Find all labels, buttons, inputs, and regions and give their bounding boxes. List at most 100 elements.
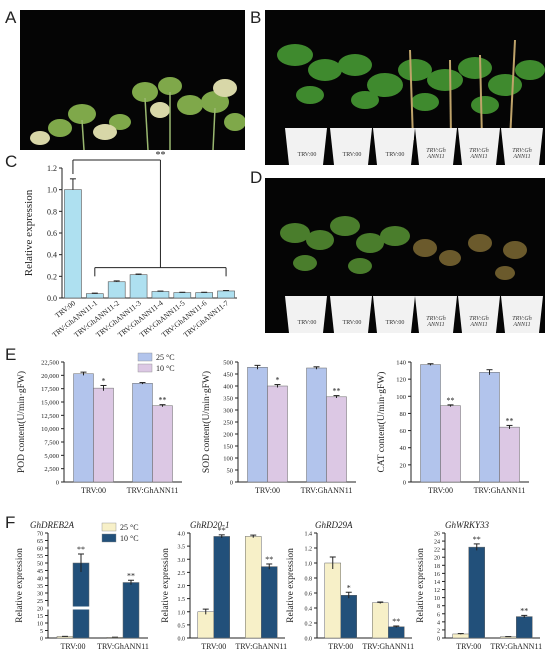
y-tick-label: 8 bbox=[437, 604, 440, 610]
bar bbox=[468, 546, 485, 639]
y-tick-label: 0.4 bbox=[47, 251, 57, 260]
chart-e-pod-content: 0 2,500 5,000 7,500 10,000 12,500 15,000 17,500… bbox=[16, 352, 182, 495]
chart-title: GhRD29A bbox=[315, 520, 353, 530]
x-tick-label: TRV:GhANN11 bbox=[490, 642, 542, 651]
y-tick-label: 15 bbox=[37, 614, 43, 620]
significance-mark: ** bbox=[155, 150, 165, 161]
y-tick-label: 40 bbox=[400, 445, 407, 452]
y-tick-label: 6 bbox=[437, 612, 440, 618]
y-axis-label: Relative expression bbox=[161, 548, 171, 623]
pot-label-b-2: TRV:00 bbox=[342, 152, 362, 158]
y-tick-label: 60 bbox=[400, 428, 407, 435]
bar bbox=[479, 372, 500, 483]
pot-label-b-5: TRV:Gh ANN11 bbox=[469, 148, 489, 160]
bar bbox=[245, 536, 262, 639]
y-tick-label: 20 bbox=[434, 556, 440, 562]
chart-e-cat-content: 0 20 40 60 80 100 120 140 CAT content(U/min·gFW)… bbox=[376, 360, 529, 495]
y-tick-label: 2.5 bbox=[178, 571, 186, 577]
pot-label-d-2: TRV:00 bbox=[342, 320, 362, 326]
pot-label-d-3: TRV:00 bbox=[385, 320, 405, 326]
pot-label-d-5: TRV:Gh ANN11 bbox=[469, 316, 489, 328]
y-tick-label: 15,000 bbox=[41, 400, 59, 407]
significance-mark: ** bbox=[77, 545, 85, 554]
y-tick-label: 12 bbox=[434, 588, 440, 594]
pot-label-d-1: TRV:00 bbox=[297, 320, 317, 326]
x-tick-label: TRV:00 bbox=[81, 486, 106, 495]
bar bbox=[129, 274, 148, 299]
x-tick-label: TRV:GhANN11 bbox=[127, 486, 179, 495]
bar bbox=[217, 290, 235, 299]
y-tick-label: 1.0 bbox=[305, 562, 313, 568]
bar bbox=[197, 611, 214, 639]
y-tick-label: 3.5 bbox=[178, 545, 186, 551]
x-tick-label: TRV:00 bbox=[328, 642, 353, 651]
y-tick-label: 40 bbox=[37, 577, 43, 583]
y-tick-label: 0.8 bbox=[305, 577, 313, 583]
significance-mark: ** bbox=[127, 571, 135, 580]
y-tick-label: 80 bbox=[400, 411, 407, 418]
y-axis-label: CAT content(U/min·gFW) bbox=[376, 372, 387, 473]
bar bbox=[247, 367, 268, 483]
photo-d-plants-cold: TRV:00 TRV:00 TRV:00 TRV:Gh ANN11 TRV:Gh… bbox=[265, 178, 545, 333]
photo-b-plants-25c: TRV:00 TRV:00 TRV:00 TRV:Gh ANN11 TRV:Gh… bbox=[265, 10, 545, 165]
x-tick-label: TRV:GhANN11 bbox=[474, 486, 526, 495]
bar bbox=[213, 536, 230, 639]
y-tick-label: 25 bbox=[37, 599, 43, 605]
significance-mark: ** bbox=[265, 555, 273, 564]
y-tick-label: 250 bbox=[223, 420, 233, 427]
y-tick-label: 0.8 bbox=[47, 207, 57, 216]
chart-c-relative-expression: 0.0 0.2 0.4 0.6 0.8 1.0 1.2 Relative expression… bbox=[23, 150, 237, 339]
legend-label: 10 °C bbox=[120, 534, 139, 543]
bar bbox=[107, 281, 126, 299]
y-tick-label: 400 bbox=[223, 384, 233, 391]
bar bbox=[420, 364, 441, 483]
bar bbox=[324, 562, 341, 639]
bar bbox=[372, 602, 389, 639]
y-tick-label: 0.0 bbox=[47, 294, 57, 303]
y-axis-label: POD content(U/min·gFW) bbox=[16, 371, 27, 473]
y-tick-label: 35 bbox=[37, 584, 43, 590]
y-tick-label: 0.6 bbox=[47, 229, 57, 238]
bar bbox=[152, 405, 173, 483]
y-tick-label: 0.4 bbox=[305, 607, 313, 613]
pot-label-b-3: TRV:00 bbox=[385, 152, 405, 158]
y-tick-label: 22,500 bbox=[41, 360, 59, 367]
y-tick-label: 0.5 bbox=[178, 623, 186, 629]
y-tick-label: 60 bbox=[37, 547, 43, 553]
panel-letter-b: B bbox=[250, 8, 262, 27]
y-tick-label: 5 bbox=[40, 629, 43, 635]
y-tick-label: 300 bbox=[223, 408, 233, 415]
bar bbox=[173, 292, 192, 299]
y-tick-label: 1.5 bbox=[178, 597, 186, 603]
significance-mark: * bbox=[102, 376, 106, 385]
legend-swatch bbox=[137, 352, 153, 362]
y-tick-label: 140 bbox=[396, 360, 406, 367]
bar bbox=[93, 387, 114, 483]
panel-letter-e: E bbox=[5, 345, 17, 364]
y-tick-label: 500 bbox=[223, 360, 233, 367]
y-tick-label: 150 bbox=[223, 444, 233, 451]
y-tick-label: 350 bbox=[223, 396, 233, 403]
bar bbox=[306, 367, 327, 483]
significance-mark: * bbox=[347, 583, 351, 592]
x-tick-label: TRV:00 bbox=[61, 642, 86, 651]
y-tick-label: 1.0 bbox=[47, 186, 57, 195]
y-tick-label: 0 bbox=[230, 480, 233, 487]
y-tick-label: 30 bbox=[37, 592, 43, 598]
y-axis-label: SOD content(U/min·gFW) bbox=[201, 371, 212, 473]
y-tick-label: 4.0 bbox=[178, 532, 186, 538]
y-tick-label: 45 bbox=[37, 569, 43, 575]
legend-swatch bbox=[137, 363, 153, 373]
pot-label-d-4: TRV:Gh ANN11 bbox=[426, 316, 446, 328]
panel-letter-c: C bbox=[5, 152, 18, 171]
legend-label: 25 °C bbox=[120, 523, 139, 532]
bar bbox=[499, 426, 520, 483]
chart-title: GhRD20-1 bbox=[190, 520, 230, 530]
y-tick-label: 100 bbox=[223, 456, 233, 463]
y-tick-label: 2.0 bbox=[178, 584, 186, 590]
y-tick-label: 0 bbox=[40, 637, 43, 643]
x-tick-label: TRV:00 bbox=[201, 642, 226, 651]
bar bbox=[388, 626, 405, 639]
y-tick-label: 120 bbox=[396, 377, 406, 384]
